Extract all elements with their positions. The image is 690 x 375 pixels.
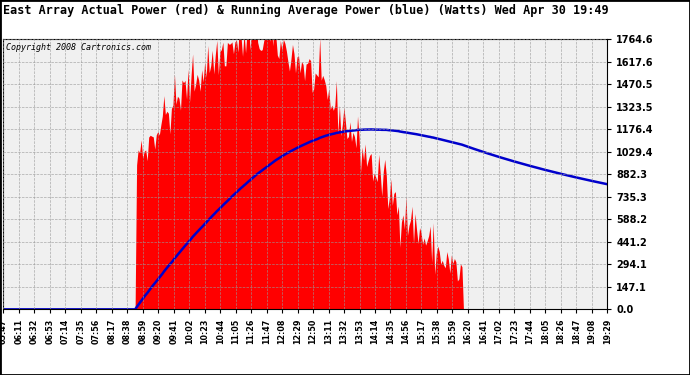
Text: East Array Actual Power (red) & Running Average Power (blue) (Watts) Wed Apr 30 : East Array Actual Power (red) & Running …: [3, 4, 609, 17]
Text: Copyright 2008 Cartronics.com: Copyright 2008 Cartronics.com: [6, 44, 152, 52]
